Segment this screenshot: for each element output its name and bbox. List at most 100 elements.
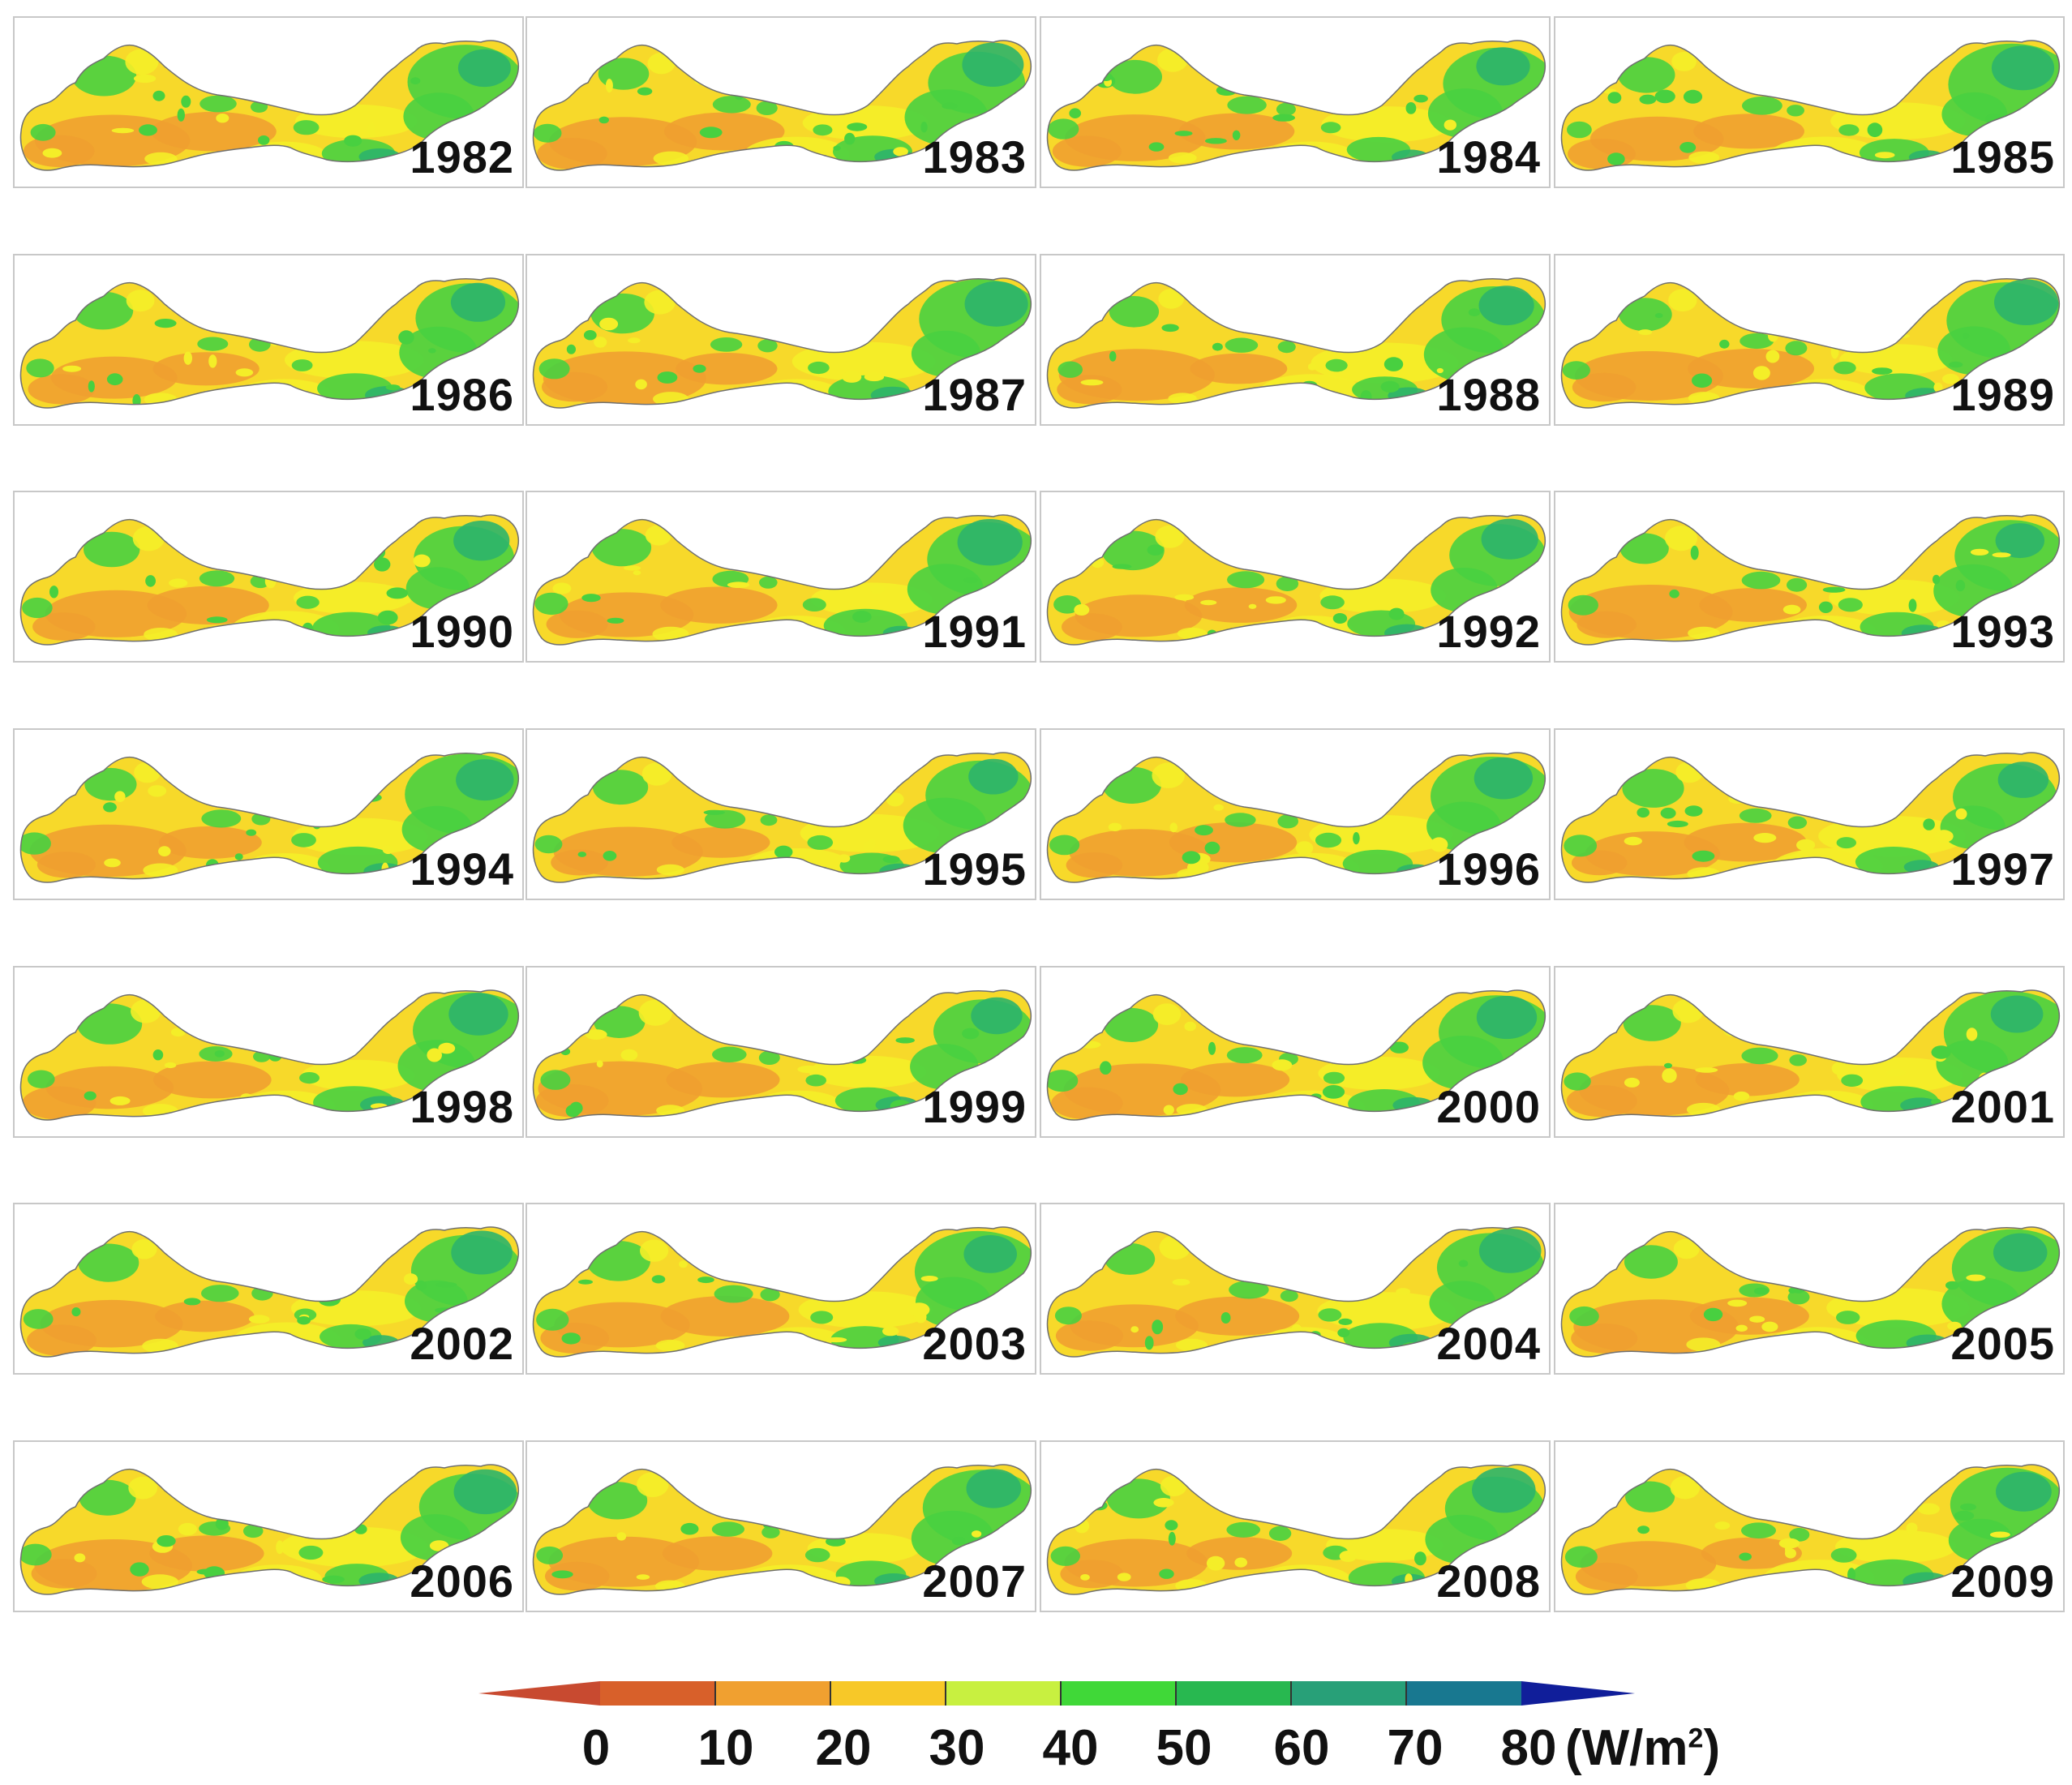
region-map [1560, 40, 2061, 171]
map-value-patch [551, 1570, 573, 1579]
map-value-patch [1821, 628, 1829, 637]
map-value-patch [747, 626, 755, 634]
map-value-patch [1181, 1062, 1290, 1097]
map-value-patch [663, 112, 785, 151]
map-value-patch [235, 368, 254, 377]
map-value-patch [197, 337, 229, 351]
map-value-patch [1168, 152, 1197, 164]
map-value-patch [1159, 1568, 1174, 1579]
panel-year-label: 1994 [410, 843, 514, 895]
map-value-patch [1174, 594, 1195, 601]
colorbar-tick-label: 80 [1500, 1720, 1557, 1776]
map-value-patch [711, 1521, 744, 1537]
map-value-patch [28, 374, 96, 405]
region-map [1046, 1226, 1546, 1358]
region-map [1046, 514, 1546, 646]
map-value-patch [809, 1055, 927, 1088]
map-value-patch [1220, 1312, 1231, 1324]
map-value-patch [1782, 604, 1801, 615]
map-value-patch [1923, 818, 1935, 830]
map-value-patch [367, 122, 375, 137]
map-value-patch [607, 617, 624, 624]
map-value-patch [1787, 1289, 1810, 1305]
region-outline [1560, 514, 2061, 646]
map-value-patch [534, 592, 568, 616]
map-value-patch [1234, 1557, 1247, 1568]
map-value-patch [1564, 1072, 1591, 1091]
map-value-patch [158, 846, 171, 856]
colorbar-tick-label: 10 [697, 1720, 754, 1776]
map-value-patch [1807, 859, 1827, 869]
map-value-patch [1906, 1522, 1918, 1534]
map-value-patch [377, 610, 398, 625]
map-value-patch [598, 116, 609, 124]
map-value-patch [731, 394, 742, 403]
map-value-patch [963, 577, 979, 584]
map-value-patch [20, 832, 51, 855]
map-value-patch [1690, 545, 1699, 560]
map-value-patch [662, 1536, 773, 1571]
map-value-patch [623, 565, 641, 571]
map-value-patch [1353, 832, 1360, 845]
map-value-patch [1152, 1319, 1164, 1335]
map-value-patch [1564, 1546, 1598, 1568]
panel-year-label: 1986 [410, 369, 514, 420]
map-value-patch [149, 1535, 264, 1572]
map-value-patch [1728, 794, 1747, 804]
map-value-patch [1047, 1070, 1079, 1092]
map-value-patch [291, 833, 316, 847]
map-value-patch [804, 1547, 830, 1563]
map-value-patch [435, 1281, 457, 1288]
map-value-patch [805, 312, 822, 327]
map-value-patch [132, 526, 165, 551]
map-panel: 1997 [1554, 728, 2065, 900]
map-value-patch [851, 1556, 860, 1562]
map-value-patch [1761, 1321, 1778, 1332]
map-value-patch [536, 1546, 564, 1564]
map-value-patch [1277, 341, 1296, 354]
map-value-patch [1152, 1003, 1182, 1025]
map-value-patch [842, 806, 851, 812]
map-value-patch [605, 79, 613, 93]
map-value-patch [1782, 1090, 1873, 1120]
map-value-patch [1054, 1307, 1082, 1325]
map-value-patch [869, 584, 886, 594]
map-value-patch [67, 1498, 76, 1505]
map-value-patch [130, 1562, 149, 1577]
map-value-patch [1213, 804, 1224, 811]
map-value-patch [1683, 89, 1703, 104]
region-outline [532, 752, 1032, 883]
map-value-patch [635, 379, 647, 390]
panel-grid: 1982 1983 1984 1985 1986 1987 1988 1989 1990 1991… [13, 16, 2065, 1612]
colorbar-segment [946, 1681, 1061, 1706]
map-value-patch [1321, 106, 1452, 143]
map-value-patch [1257, 1264, 1266, 1270]
map-value-patch [1233, 1494, 1246, 1504]
region-map [1560, 1226, 2061, 1358]
map-value-patch [456, 759, 514, 801]
map-value-patch [852, 611, 872, 623]
map-value-patch [398, 330, 414, 345]
map-value-patch [1184, 587, 1298, 623]
colorbar-tick-label: 20 [815, 1720, 872, 1776]
map-value-patch [1947, 1321, 1962, 1331]
map-value-patch [553, 1272, 574, 1283]
map-panel: 1985 [1554, 16, 2065, 188]
map-value-patch [23, 1309, 54, 1329]
map-value-patch [1692, 373, 1713, 388]
map-value-patch [164, 1062, 177, 1069]
map-value-patch [49, 586, 58, 599]
map-value-patch [1921, 869, 1932, 882]
map-value-patch [757, 339, 778, 353]
map-value-patch [942, 102, 958, 109]
map-value-patch [660, 1296, 790, 1337]
map-value-patch [1719, 339, 1730, 349]
map-value-patch [808, 361, 830, 375]
map-value-patch [666, 1062, 780, 1098]
map-value-patch [133, 74, 157, 84]
map-value-patch [208, 354, 217, 368]
map-value-patch [603, 851, 617, 861]
map-value-patch [1332, 613, 1348, 624]
map-value-patch [1272, 1059, 1293, 1071]
map-value-patch [1834, 91, 1854, 99]
